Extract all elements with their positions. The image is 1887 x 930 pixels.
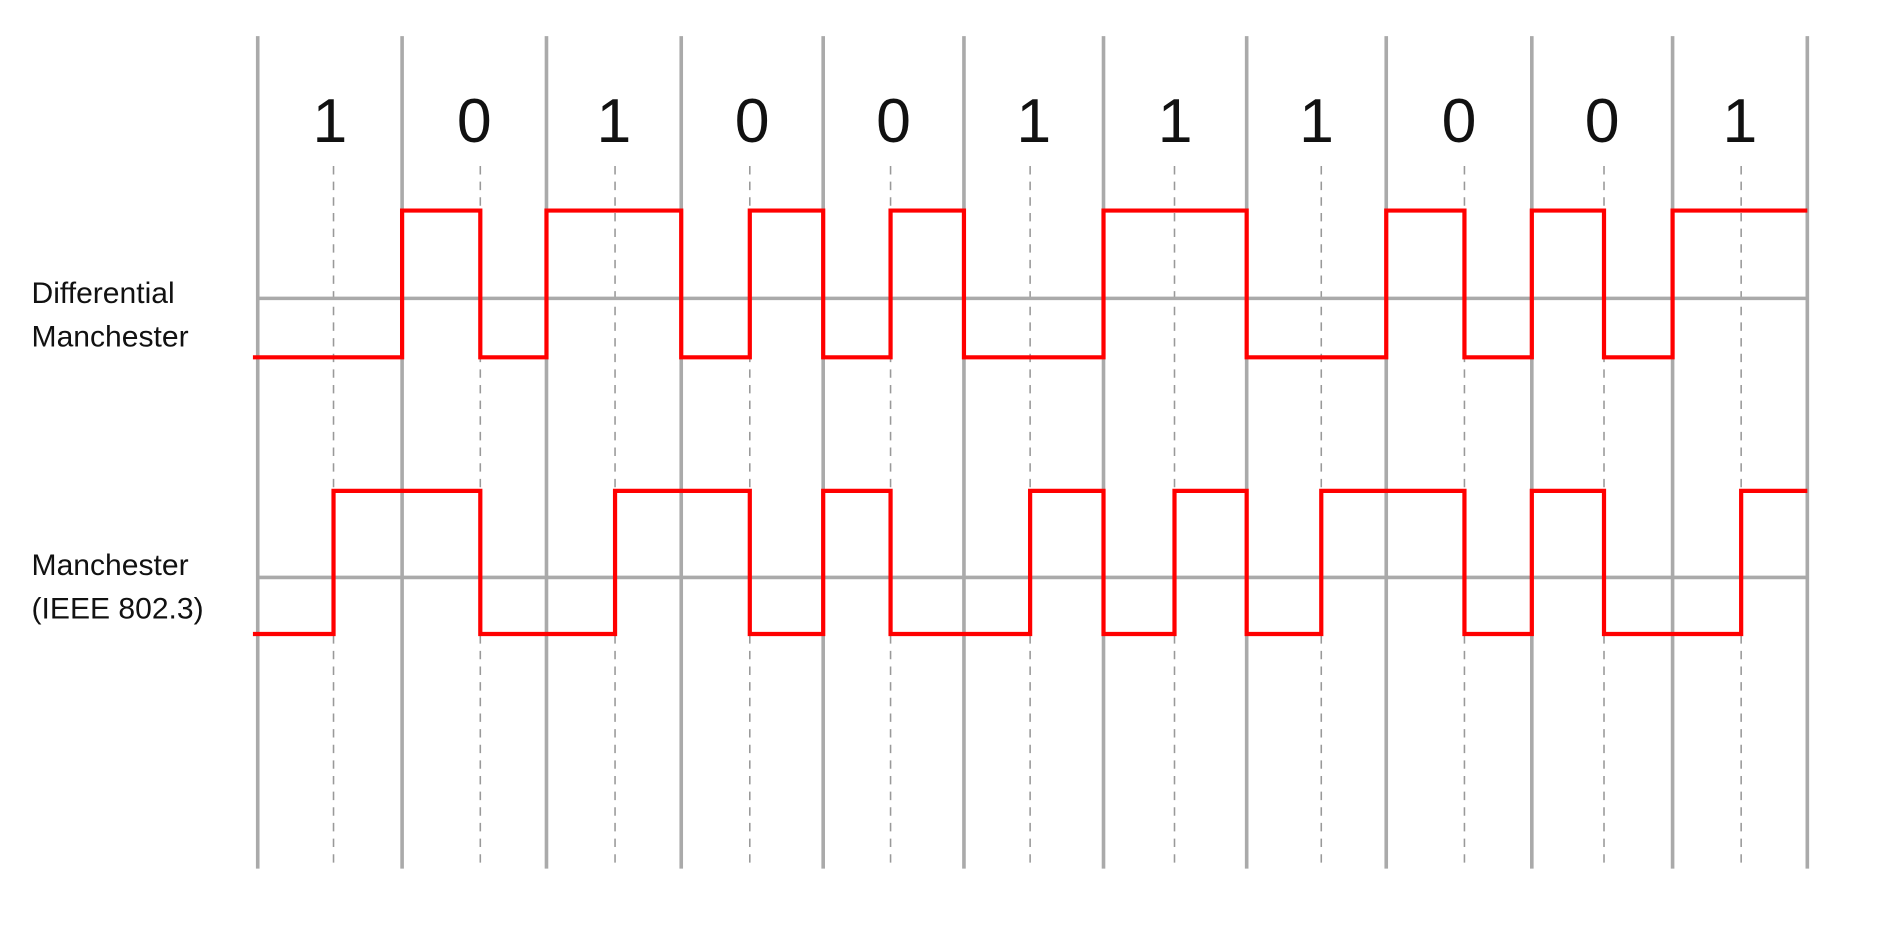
bit-value: 1: [313, 86, 348, 156]
signal-label-line: Manchester: [32, 320, 189, 353]
bit-value: 1: [1723, 86, 1758, 156]
signal-label-line: Manchester: [32, 549, 189, 582]
bit-value: 1: [596, 86, 631, 156]
bit-value: 0: [876, 86, 911, 156]
bit-value: 1: [1299, 86, 1334, 156]
differential-manchester-waveform: [252, 208, 1808, 360]
signal-labels: Differential Manchester Manchester (IEEE…: [32, 277, 204, 625]
grid: [255, 36, 1810, 869]
signal-label-line: Differential: [32, 277, 175, 310]
bit-value: 0: [735, 86, 770, 156]
bit-value: 0: [457, 86, 492, 156]
bit-value: 1: [1016, 86, 1051, 156]
bit-labels: 1 0 1 0 0 1 1 1 0 0 1: [313, 86, 1758, 156]
signal-label-line: (IEEE 802.3): [32, 592, 204, 625]
bit-value: 0: [1442, 86, 1477, 156]
bit-value: 1: [1158, 86, 1193, 156]
manchester-waveform: [252, 488, 1808, 637]
waveforms: [252, 208, 1808, 637]
bit-value: 0: [1585, 86, 1620, 156]
